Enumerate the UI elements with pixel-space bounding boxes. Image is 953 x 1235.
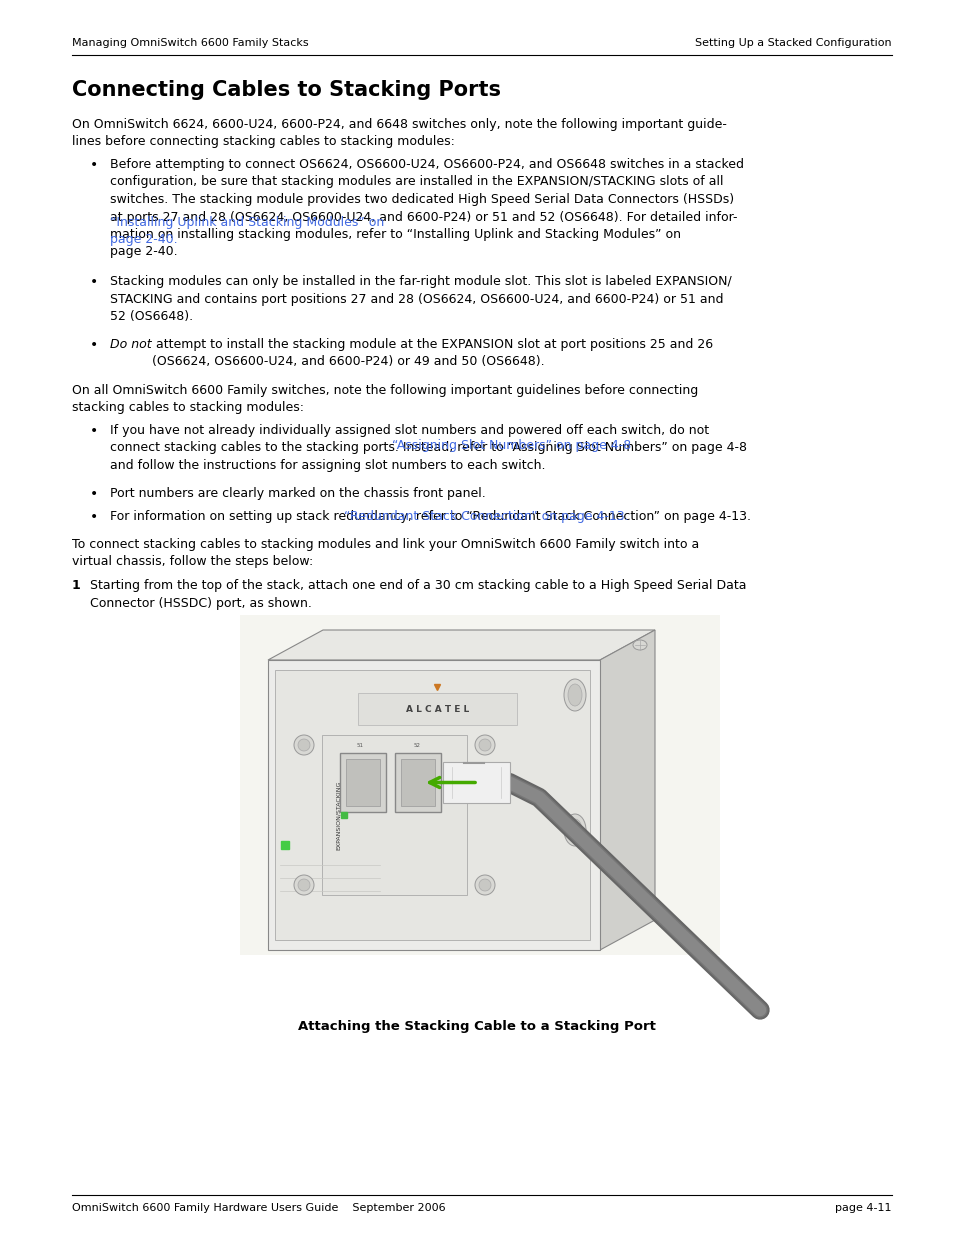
Ellipse shape — [294, 876, 314, 895]
Ellipse shape — [478, 879, 491, 890]
Text: “Redundant Stack Connection” on page 4-13.: “Redundant Stack Connection” on page 4-1… — [344, 510, 628, 522]
Text: Starting from the top of the stack, attach one end of a 30 cm stacking cable to : Starting from the top of the stack, atta… — [90, 579, 745, 610]
Ellipse shape — [563, 679, 585, 711]
Ellipse shape — [475, 876, 495, 895]
Text: OmniSwitch 6600 Family Hardware Users Guide    September 2006: OmniSwitch 6600 Family Hardware Users Gu… — [71, 1203, 445, 1213]
Ellipse shape — [567, 819, 581, 841]
Text: EXPANSION/STACKING: EXPANSION/STACKING — [335, 781, 340, 850]
Text: 52: 52 — [413, 743, 420, 748]
Ellipse shape — [563, 814, 585, 846]
FancyArrowPatch shape — [429, 778, 475, 788]
FancyBboxPatch shape — [346, 760, 379, 806]
Text: 1: 1 — [71, 579, 81, 592]
FancyBboxPatch shape — [400, 760, 435, 806]
Polygon shape — [599, 630, 655, 950]
Text: On OmniSwitch 6624, 6600-U24, 6600-P24, and 6648 switches only, note the followi: On OmniSwitch 6624, 6600-U24, 6600-P24, … — [71, 119, 726, 148]
Ellipse shape — [297, 739, 310, 751]
FancyBboxPatch shape — [322, 735, 467, 895]
Text: •: • — [90, 487, 98, 501]
Text: Setting Up a Stacked Configuration: Setting Up a Stacked Configuration — [695, 38, 891, 48]
Ellipse shape — [294, 735, 314, 755]
Text: For information on setting up stack redundancy, refer to “Redundant Stack Connec: For information on setting up stack redu… — [110, 510, 750, 522]
Text: “Assigning Slot Numbers” on page 4-8: “Assigning Slot Numbers” on page 4-8 — [392, 438, 631, 452]
Ellipse shape — [478, 739, 491, 751]
Polygon shape — [268, 630, 655, 659]
Text: To connect stacking cables to stacking modules and link your OmniSwitch 6600 Fam: To connect stacking cables to stacking m… — [71, 538, 699, 568]
Text: On all OmniSwitch 6600 Family switches, note the following important guidelines : On all OmniSwitch 6600 Family switches, … — [71, 384, 698, 415]
Ellipse shape — [297, 879, 310, 890]
FancyBboxPatch shape — [240, 615, 720, 955]
FancyBboxPatch shape — [395, 753, 440, 811]
FancyBboxPatch shape — [357, 693, 517, 725]
Text: •: • — [90, 275, 98, 289]
Text: Stacking modules can only be installed in the far-right module slot. This slot i: Stacking modules can only be installed i… — [110, 275, 731, 324]
Text: Do not: Do not — [110, 338, 152, 351]
Text: A L C A T E L: A L C A T E L — [405, 704, 469, 714]
Ellipse shape — [475, 735, 495, 755]
Ellipse shape — [567, 684, 581, 706]
Text: page 4-11: page 4-11 — [835, 1203, 891, 1213]
Text: attempt to install the stacking module at the EXPANSION slot at port positions 2: attempt to install the stacking module a… — [152, 338, 713, 368]
Text: Connecting Cables to Stacking Ports: Connecting Cables to Stacking Ports — [71, 80, 500, 100]
Text: •: • — [90, 158, 98, 172]
Text: 51: 51 — [356, 743, 363, 748]
FancyBboxPatch shape — [442, 762, 510, 803]
Text: Attaching the Stacking Cable to a Stacking Port: Attaching the Stacking Cable to a Stacki… — [297, 1020, 656, 1032]
Text: Port numbers are clearly marked on the chassis front panel.: Port numbers are clearly marked on the c… — [110, 487, 485, 500]
FancyBboxPatch shape — [339, 753, 386, 811]
Text: Managing OmniSwitch 6600 Family Stacks: Managing OmniSwitch 6600 Family Stacks — [71, 38, 309, 48]
Polygon shape — [268, 659, 599, 950]
Text: “Installing Uplink and Stacking Modules” on
page 2-40.: “Installing Uplink and Stacking Modules”… — [110, 216, 384, 247]
Text: •: • — [90, 338, 98, 352]
FancyBboxPatch shape — [274, 671, 589, 940]
Text: •: • — [90, 510, 98, 524]
Text: Before attempting to connect OS6624, OS6600-U24, OS6600-P24, and OS6648 switches: Before attempting to connect OS6624, OS6… — [110, 158, 743, 258]
Ellipse shape — [633, 640, 646, 650]
Text: •: • — [90, 424, 98, 438]
Text: If you have not already individually assigned slot numbers and powered off each : If you have not already individually ass… — [110, 424, 746, 472]
